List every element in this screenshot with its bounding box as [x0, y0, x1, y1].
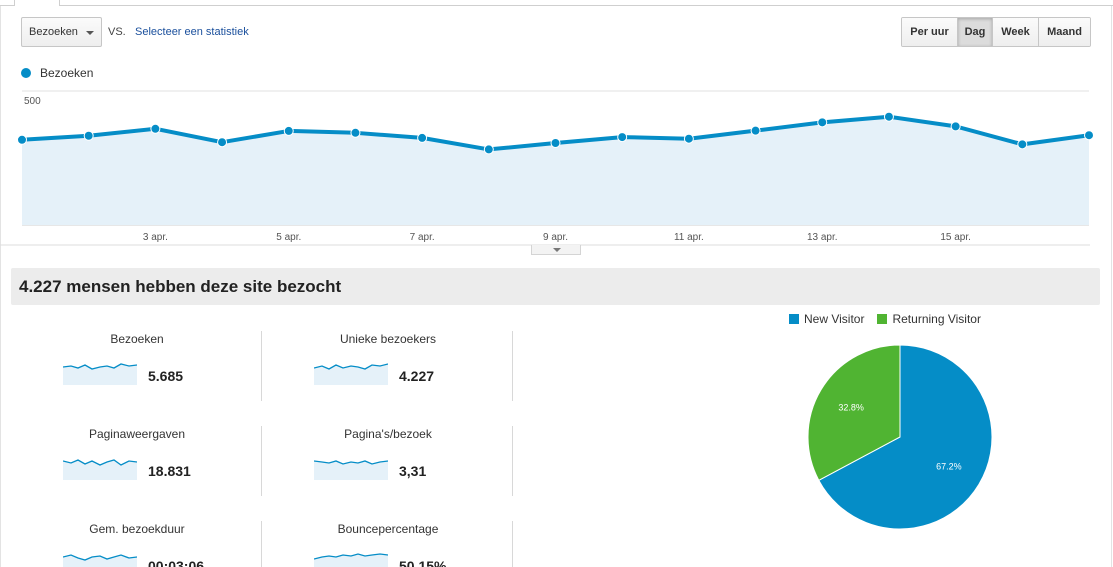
- x-tick-label: 9 apr.: [543, 232, 568, 243]
- returning-visitor-swatch-icon: [877, 314, 888, 324]
- metric-card-avg-duration: Gem. bezoekduur 00:03:06: [12, 521, 262, 567]
- collapse-chart-handle[interactable]: [531, 245, 581, 255]
- data-point: [17, 134, 27, 145]
- metric-select-label: Bezoeken: [29, 26, 78, 38]
- data-point: [617, 132, 628, 143]
- x-tick-label: 13 apr.: [807, 232, 838, 243]
- monthly-button[interactable]: Maand: [1039, 18, 1090, 46]
- caret-down-icon: [553, 248, 561, 252]
- active-tab[interactable]: [14, 0, 60, 6]
- summary-headline: 4.227 mensen hebben deze site bezocht: [19, 277, 342, 296]
- new-visitor-swatch-icon: [789, 314, 799, 324]
- pie-slice-label: 32.8%: [838, 403, 864, 413]
- series-area: [22, 116, 1089, 225]
- data-point: [683, 133, 694, 144]
- metric-value: 3,31: [399, 463, 427, 479]
- compare-metric-link[interactable]: Selecteer een statistiek: [135, 26, 249, 38]
- metric-title: Paginaweergaven: [88, 427, 186, 441]
- data-point: [550, 137, 561, 148]
- x-tick-label: 3 apr.: [143, 232, 168, 243]
- metric-value: 00:03:06: [148, 558, 205, 567]
- x-tick-label: 11 apr.: [674, 232, 704, 243]
- data-point: [1017, 139, 1028, 150]
- metric-title: Gem. bezoekduur: [89, 522, 185, 536]
- data-point: [883, 111, 894, 122]
- legend-series-label: Bezoeken: [40, 66, 94, 80]
- frame-border-left: [0, 6, 1, 567]
- visits-line-chart: 500250 3 apr.5 apr.7 apr.9 apr.11 apr.13…: [0, 90, 1094, 246]
- hourly-button[interactable]: Per uur: [902, 18, 958, 46]
- weekly-button[interactable]: Week: [993, 18, 1039, 46]
- chart-legend: Bezoeken: [21, 66, 93, 80]
- pie-legend-label: New Visitor: [804, 312, 865, 326]
- x-tick-label: 15 apr.: [940, 232, 971, 243]
- pie-legend: New Visitor Returning Visitor: [789, 312, 994, 326]
- metric-card-unique-visitors: Unieke bezoekers 4.227: [263, 331, 513, 401]
- x-tick-label: 5 apr.: [276, 232, 301, 243]
- data-point: [950, 121, 961, 132]
- metric-sparkline: [314, 460, 388, 480]
- data-point: [817, 117, 828, 128]
- metric-sparkline: [314, 553, 388, 567]
- data-point: [750, 125, 761, 136]
- metric-value: 50,15%: [399, 558, 447, 567]
- metric-value: 4.227: [399, 368, 435, 384]
- vs-label: VS.: [108, 26, 126, 38]
- data-point: [83, 130, 94, 141]
- metric-card-bounce-rate: Bouncepercentage 50,15%: [263, 521, 513, 567]
- pie-legend-returning[interactable]: Returning Visitor: [877, 312, 981, 326]
- metric-value: 5.685: [148, 368, 184, 384]
- tab-strip: [0, 0, 1113, 6]
- pie-slice-label: 67.2%: [936, 461, 962, 471]
- pie-legend-new[interactable]: New Visitor: [789, 312, 864, 326]
- data-point: [217, 137, 228, 148]
- x-tick-label: 7 apr.: [410, 232, 435, 243]
- metric-title: Unieke bezoekers: [339, 332, 437, 346]
- metric-card-pageviews: Paginaweergaven 18.831: [12, 426, 262, 496]
- data-point: [483, 144, 494, 155]
- data-point: [1084, 130, 1094, 141]
- pie-slice: [807, 344, 901, 481]
- metric-title: Bezoeken: [110, 332, 164, 346]
- summary-band: 4.227 mensen hebben deze site bezocht: [11, 268, 1100, 305]
- metric-title: Bouncepercentage: [337, 522, 439, 536]
- metric-sparkline: [314, 363, 388, 385]
- metric-sparkline: [63, 363, 137, 385]
- metric-sparkline: [63, 554, 137, 567]
- visitor-type-pie-chart: 67.2% 32.8%: [807, 344, 993, 530]
- data-point: [283, 125, 294, 136]
- granularity-toggle: Per uur Dag Week Maand: [901, 17, 1091, 47]
- metric-card-visits: Bezoeken 5.685: [12, 331, 262, 401]
- data-point: [150, 123, 161, 134]
- y-tick-label: 500: [24, 96, 41, 107]
- metric-select[interactable]: Bezoeken: [21, 17, 102, 47]
- daily-button[interactable]: Dag: [958, 18, 993, 46]
- series-dot-icon: [21, 68, 31, 78]
- pie-legend-label: Returning Visitor: [892, 312, 981, 326]
- metric-sparkline: [63, 459, 137, 480]
- metric-card-pages-per-visit: Pagina's/bezoek 3,31: [263, 426, 513, 496]
- pie-slice: [818, 344, 993, 530]
- data-point: [417, 132, 428, 143]
- metric-value: 18.831: [148, 463, 191, 479]
- data-point: [350, 127, 361, 138]
- chevron-down-icon: [86, 31, 94, 35]
- frame-border-right: [1111, 6, 1112, 567]
- metric-title: Pagina's/bezoek: [344, 427, 432, 441]
